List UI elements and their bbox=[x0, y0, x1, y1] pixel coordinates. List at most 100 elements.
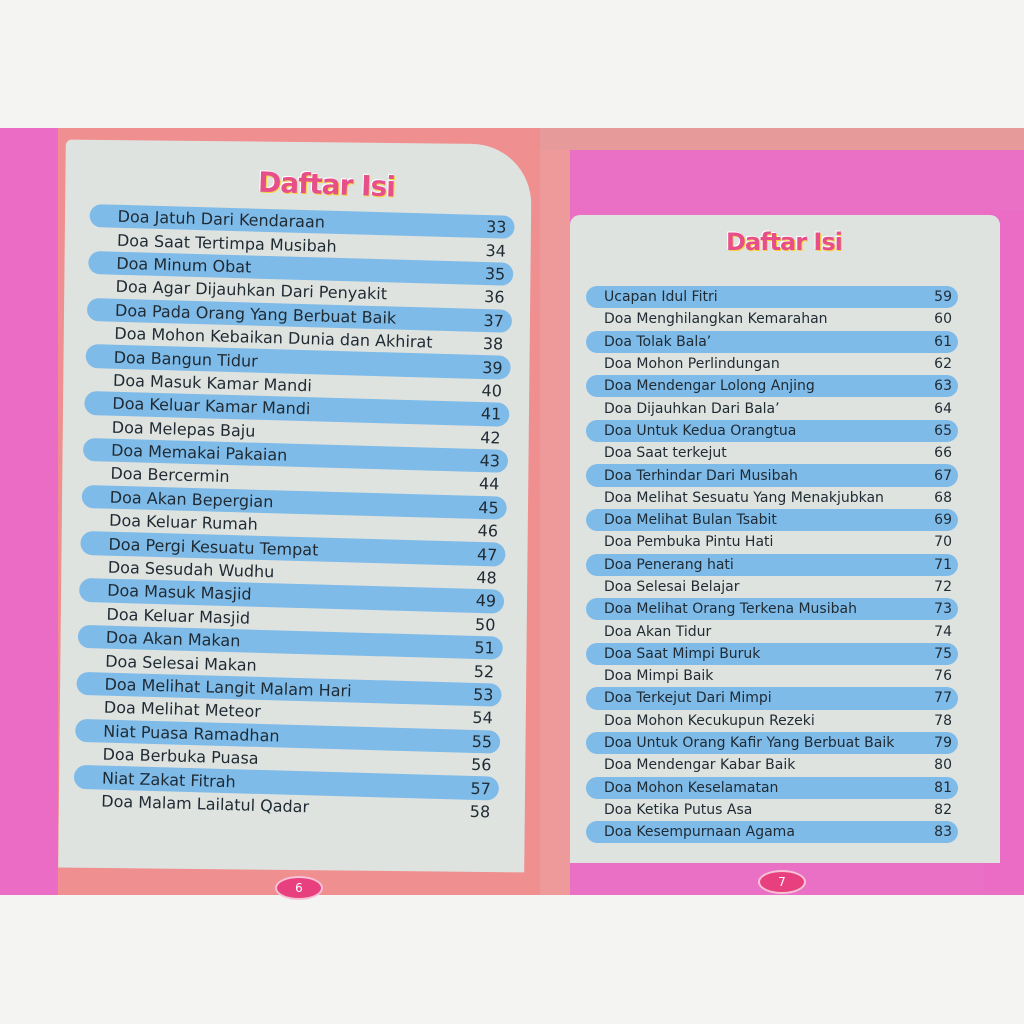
toc-entry-page: 65 bbox=[934, 422, 952, 439]
toc-entry: Doa Pembuka Pintu Hati 70 bbox=[586, 531, 958, 553]
toc-entry-label: Doa Minum Obat bbox=[116, 253, 252, 277]
toc-entry: Doa Untuk Orang Kafir Yang Berbuat Baik 7… bbox=[586, 731, 958, 755]
toc-entry-label: Doa Mendengar Kabar Baik bbox=[604, 757, 796, 774]
toc-entry-page: 44 bbox=[478, 474, 500, 495]
page-number-left: 6 bbox=[275, 876, 323, 900]
toc-entry-label: Doa Berbuka Puasa bbox=[102, 744, 259, 769]
toc-entry: Doa Saat Mimpi Buruk 75 bbox=[586, 642, 958, 666]
toc-entry-page: 46 bbox=[477, 521, 499, 541]
toc-entry-label: Doa Keluar Masjid bbox=[106, 604, 251, 628]
toc-entry-page: 79 bbox=[934, 735, 952, 752]
toc-entry-label: Doa Saat terkejut bbox=[604, 445, 727, 462]
toc-entry-label: Niat Zakat Fitrah bbox=[101, 768, 236, 791]
left-toc-list: Doa Jatuh Dari Kendaraan 33 Doa Saat Terti… bbox=[73, 204, 515, 824]
toc-entry: Doa Melihat Orang Terkena Musibah 73 bbox=[586, 598, 958, 621]
toc-entry-page: 81 bbox=[934, 779, 952, 796]
toc-entry-label: Doa Kesempurnaan Agama bbox=[604, 824, 795, 841]
toc-entry-label: Doa Keluar Kamar Mandi bbox=[112, 394, 311, 419]
toc-entry: Doa Mohon Kecukupun Rezeki 78 bbox=[586, 710, 958, 732]
toc-entry-page: 47 bbox=[476, 544, 498, 565]
toc-entry: Doa Akan Tidur 74 bbox=[586, 620, 958, 642]
toc-entry: Doa Tolak Bala’ 61 bbox=[586, 330, 958, 353]
toc-entry-label: Doa Jatuh Dari Kendaraan bbox=[117, 206, 326, 232]
toc-entry-page: 80 bbox=[934, 757, 952, 774]
toc-entry: Doa Untuk Kedua Orangtua 65 bbox=[586, 419, 958, 443]
right-toc-list: Ucapan Idul Fitri 59 Doa Menghilangkan Kem… bbox=[586, 286, 958, 844]
toc-entry-label: Doa Masuk Masjid bbox=[106, 581, 252, 605]
toc-entry-label: Doa Mohon Kecukupun Rezeki bbox=[604, 712, 815, 729]
toc-entry-label: Ucapan Idul Fitri bbox=[604, 289, 718, 306]
toc-entry-page: 83 bbox=[934, 824, 952, 841]
right-page-title: Daftar Isi bbox=[726, 228, 843, 256]
toc-entry-label: Doa Selesai Belajar bbox=[604, 579, 740, 595]
toc-entry-page: 68 bbox=[934, 489, 952, 506]
toc-entry: Doa Terhindar Dari Musibah 67 bbox=[586, 464, 958, 487]
toc-entry-page: 57 bbox=[470, 778, 492, 798]
toc-entry-page: 38 bbox=[482, 334, 504, 354]
right-page-panel bbox=[570, 215, 1000, 863]
toc-entry-page: 62 bbox=[934, 356, 952, 373]
toc-entry: Doa Ketika Putus Asa 82 bbox=[586, 799, 958, 821]
toc-entry-page: 63 bbox=[934, 378, 952, 395]
toc-entry: Doa Melihat Sesuatu Yang Menakjubkan 68 bbox=[586, 487, 958, 509]
toc-entry-page: 36 bbox=[483, 287, 505, 307]
toc-entry-page: 45 bbox=[478, 497, 499, 518]
toc-entry-page: 74 bbox=[934, 623, 952, 640]
toc-entry-page: 33 bbox=[485, 217, 507, 237]
toc-entry-label: Doa Bangun Tidur bbox=[113, 347, 259, 371]
toc-entry-label: Doa Terhindar Dari Musibah bbox=[604, 467, 798, 484]
toc-entry: Doa Kesempurnaan Agama 83 bbox=[586, 821, 958, 844]
toc-entry-page: 51 bbox=[474, 638, 496, 658]
toc-entry-label: Doa Mimpi Baik bbox=[604, 668, 714, 685]
toc-entry: Doa Mendengar Kabar Baik 80 bbox=[586, 754, 958, 776]
toc-entry-label: Doa Selesai Makan bbox=[104, 651, 257, 675]
toc-entry-page: 48 bbox=[476, 567, 497, 588]
toc-entry-label: Doa Melihat Sesuatu Yang Menakjubkan bbox=[604, 489, 884, 506]
toc-entry-page: 67 bbox=[934, 467, 952, 484]
toc-entry-page: 77 bbox=[934, 690, 952, 707]
toc-entry-label: Niat Puasa Ramadhan bbox=[103, 721, 280, 746]
toc-entry-page: 71 bbox=[934, 556, 952, 573]
toc-entry-label: Doa Pembuka Pintu Hati bbox=[604, 534, 774, 551]
toc-entry-page: 72 bbox=[934, 579, 952, 595]
toc-entry: Doa Terkejut Dari Mimpi 77 bbox=[586, 687, 958, 710]
toc-entry-label: Doa Saat Mimpi Buruk bbox=[604, 645, 761, 662]
toc-entry-label: Doa Terkejut Dari Mimpi bbox=[604, 690, 772, 707]
toc-entry: Doa Menghilangkan Kemarahan 60 bbox=[586, 308, 958, 330]
toc-entry-label: Doa Melihat Bulan Tsabit bbox=[604, 512, 777, 529]
toc-entry-page: 73 bbox=[934, 601, 952, 618]
toc-entry-label: Doa Akan Tidur bbox=[604, 623, 712, 640]
toc-entry-page: 52 bbox=[473, 661, 495, 682]
toc-entry-label: Doa Untuk Kedua Orangtua bbox=[604, 422, 797, 439]
toc-entry-page: 34 bbox=[485, 240, 507, 261]
toc-entry: Doa Mimpi Baik 76 bbox=[586, 665, 958, 687]
toc-entry-page: 58 bbox=[469, 801, 491, 822]
toc-entry-page: 42 bbox=[480, 427, 501, 448]
toc-entry-label: Doa Memakai Pakaian bbox=[110, 440, 288, 465]
toc-entry-label: Doa Masuk Kamar Mandi bbox=[112, 370, 313, 396]
toc-entry: Doa Mendengar Lolong Anjing 63 bbox=[586, 375, 958, 398]
toc-entry-page: 61 bbox=[934, 333, 952, 350]
toc-entry: Doa Melihat Bulan Tsabit 69 bbox=[586, 508, 958, 532]
toc-entry-label: Doa Melepas Baju bbox=[111, 417, 256, 441]
toc-entry-label: Doa Melihat Orang Terkena Musibah bbox=[604, 601, 857, 618]
toc-entry-label: Doa Melihat Meteor bbox=[103, 697, 262, 722]
toc-entry-label: Doa Keluar Rumah bbox=[108, 510, 259, 535]
toc-entry-label: Doa Mohon Keselamatan bbox=[604, 779, 779, 796]
toc-entry: Ucapan Idul Fitri 59 bbox=[586, 286, 958, 309]
toc-entry-label: Doa Penerang hati bbox=[604, 556, 734, 573]
toc-entry-label: Doa Akan Bepergian bbox=[109, 487, 274, 512]
toc-entry-page: 39 bbox=[481, 357, 503, 378]
toc-entry-page: 35 bbox=[484, 264, 506, 284]
toc-entry-page: 82 bbox=[934, 801, 952, 818]
toc-entry-label: Doa Bercermin bbox=[110, 464, 230, 487]
toc-entry-page: 59 bbox=[934, 289, 952, 306]
toc-entry-label: Doa Menghilangkan Kemarahan bbox=[604, 311, 828, 328]
toc-entry-label: Doa Sesudah Wudhu bbox=[107, 557, 275, 582]
toc-entry-page: 66 bbox=[934, 445, 952, 462]
toc-entry-label: Doa Malam Lailatul Qadar bbox=[101, 791, 310, 817]
toc-entry-page: 56 bbox=[470, 755, 492, 775]
toc-entry-page: 75 bbox=[934, 645, 952, 662]
toc-entry: Doa Saat terkejut 66 bbox=[586, 442, 958, 464]
toc-entry-page: 55 bbox=[471, 731, 493, 752]
